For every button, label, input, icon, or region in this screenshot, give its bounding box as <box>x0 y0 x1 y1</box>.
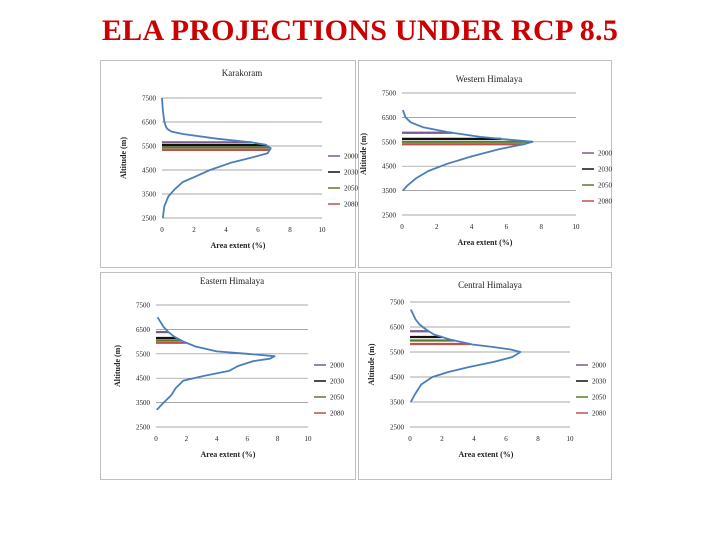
y-tick-label: 2500 <box>382 212 397 220</box>
y-axis-label: Altitude (m) <box>367 343 376 385</box>
x-tick-label: 10 <box>319 226 327 234</box>
x-axis-label: Area extent (%) <box>458 238 513 247</box>
legend-label: 2030 <box>592 378 607 386</box>
x-tick-label: 10 <box>573 223 581 231</box>
legend-label: 2030 <box>330 378 345 386</box>
legend-label: 2030 <box>598 166 613 174</box>
hypsometry-curve <box>156 316 276 411</box>
x-tick-label: 2 <box>185 435 189 443</box>
legend-label: 2080 <box>344 201 359 209</box>
y-tick-label: 6500 <box>390 324 405 332</box>
chart-panel-1: Karakoram 2500 3500 4500 5500 6500 7500 0 2 4 6 8 10… <box>100 60 359 268</box>
x-tick-label: 2 <box>192 226 196 234</box>
x-tick-label: 4 <box>470 223 474 231</box>
chart-panel-3: Eastern Himalaya 2500 3500 4500 5500 6500 7500… <box>100 272 356 480</box>
legend-label: 2050 <box>344 185 359 193</box>
y-tick-label: 4500 <box>390 374 405 382</box>
x-tick-label: 8 <box>276 435 280 443</box>
x-tick-label: 6 <box>256 226 260 234</box>
chart-title: Eastern Himalaya <box>200 276 264 286</box>
legend-label: 2000 <box>344 153 359 161</box>
legend-label: 2050 <box>598 182 613 190</box>
y-tick-label: 3500 <box>390 399 405 407</box>
y-tick-label: 3500 <box>142 191 157 199</box>
x-axis-label: Area extent (%) <box>201 450 256 459</box>
panel-border <box>358 272 612 480</box>
y-tick-label: 3500 <box>382 187 397 195</box>
y-tick-label: 5500 <box>136 350 151 358</box>
x-tick-label: 8 <box>288 226 292 234</box>
legend-label: 2080 <box>592 410 607 418</box>
x-tick-label: 0 <box>160 226 164 234</box>
x-tick-label: 0 <box>154 435 158 443</box>
y-tick-label: 6500 <box>142 119 157 127</box>
x-axis-label: Area extent (%) <box>211 241 266 250</box>
y-tick-label: 2500 <box>136 424 151 432</box>
x-tick-label: 8 <box>539 223 543 231</box>
legend-label: 2050 <box>592 394 607 402</box>
figure-four-panel-ela-projections: Karakoram 2500 3500 4500 5500 6500 7500 0 2 4 6 8 10… <box>100 60 618 480</box>
y-tick-label: 7500 <box>390 299 405 307</box>
chart-panel-2: Western Himalaya 2500 3500 4500 5500 6500 7500… <box>358 60 613 268</box>
hypsometry-curve <box>402 109 534 192</box>
legend-label: 2050 <box>330 394 345 402</box>
y-tick-label: 6500 <box>382 114 397 122</box>
hypsometry-curve <box>409 309 522 403</box>
chart-title: Karakoram <box>222 68 262 78</box>
y-tick-label: 4500 <box>382 163 397 171</box>
y-tick-label: 7500 <box>142 95 157 103</box>
y-tick-label: 4500 <box>142 167 157 175</box>
x-tick-label: 6 <box>504 435 508 443</box>
x-tick-label: 2 <box>435 223 439 231</box>
y-axis-label: Altitude (m) <box>359 133 368 175</box>
x-tick-label: 0 <box>408 435 412 443</box>
y-tick-label: 4500 <box>136 375 151 383</box>
x-tick-label: 6 <box>245 435 249 443</box>
x-axis-label: Area extent (%) <box>459 450 514 459</box>
legend-label: 2080 <box>330 410 345 418</box>
y-tick-label: 5500 <box>142 143 157 151</box>
x-tick-label: 0 <box>400 223 404 231</box>
legend-label: 2030 <box>344 169 359 177</box>
y-axis-label: Altitude (m) <box>119 137 128 179</box>
x-tick-label: 10 <box>305 435 313 443</box>
legend-label: 2000 <box>592 362 607 370</box>
chart-title: Central Himalaya <box>458 280 522 290</box>
y-axis-label: Altitude (m) <box>113 345 122 387</box>
chart-panel-4: Central Himalaya 2500 3500 4500 5500 6500 7500… <box>358 272 612 480</box>
legend-label: 2000 <box>330 362 345 370</box>
slide-title: ELA PROJECTIONS UNDER RCP 8.5 <box>101 14 619 47</box>
y-tick-label: 5500 <box>390 349 405 357</box>
x-tick-label: 4 <box>224 226 228 234</box>
x-tick-label: 4 <box>215 435 219 443</box>
x-tick-label: 8 <box>536 435 540 443</box>
x-tick-label: 10 <box>567 435 575 443</box>
chart-title: Western Himalaya <box>456 74 523 84</box>
y-tick-label: 3500 <box>136 399 151 407</box>
x-tick-label: 2 <box>440 435 444 443</box>
y-tick-label: 2500 <box>142 215 157 223</box>
panel-border <box>100 272 356 480</box>
y-tick-label: 7500 <box>136 302 151 310</box>
legend-label: 2080 <box>598 198 613 206</box>
x-tick-label: 4 <box>472 435 476 443</box>
y-tick-label: 2500 <box>390 424 405 432</box>
y-tick-label: 5500 <box>382 138 397 146</box>
y-tick-label: 7500 <box>382 90 397 98</box>
x-tick-label: 6 <box>505 223 509 231</box>
y-tick-label: 6500 <box>136 326 151 334</box>
legend-label: 2000 <box>598 150 613 158</box>
panels-svg: Karakoram 2500 3500 4500 5500 6500 7500 0 2 4 6 8 10… <box>100 60 613 480</box>
panel-border <box>358 60 612 268</box>
hypsometry-curve <box>161 97 272 219</box>
